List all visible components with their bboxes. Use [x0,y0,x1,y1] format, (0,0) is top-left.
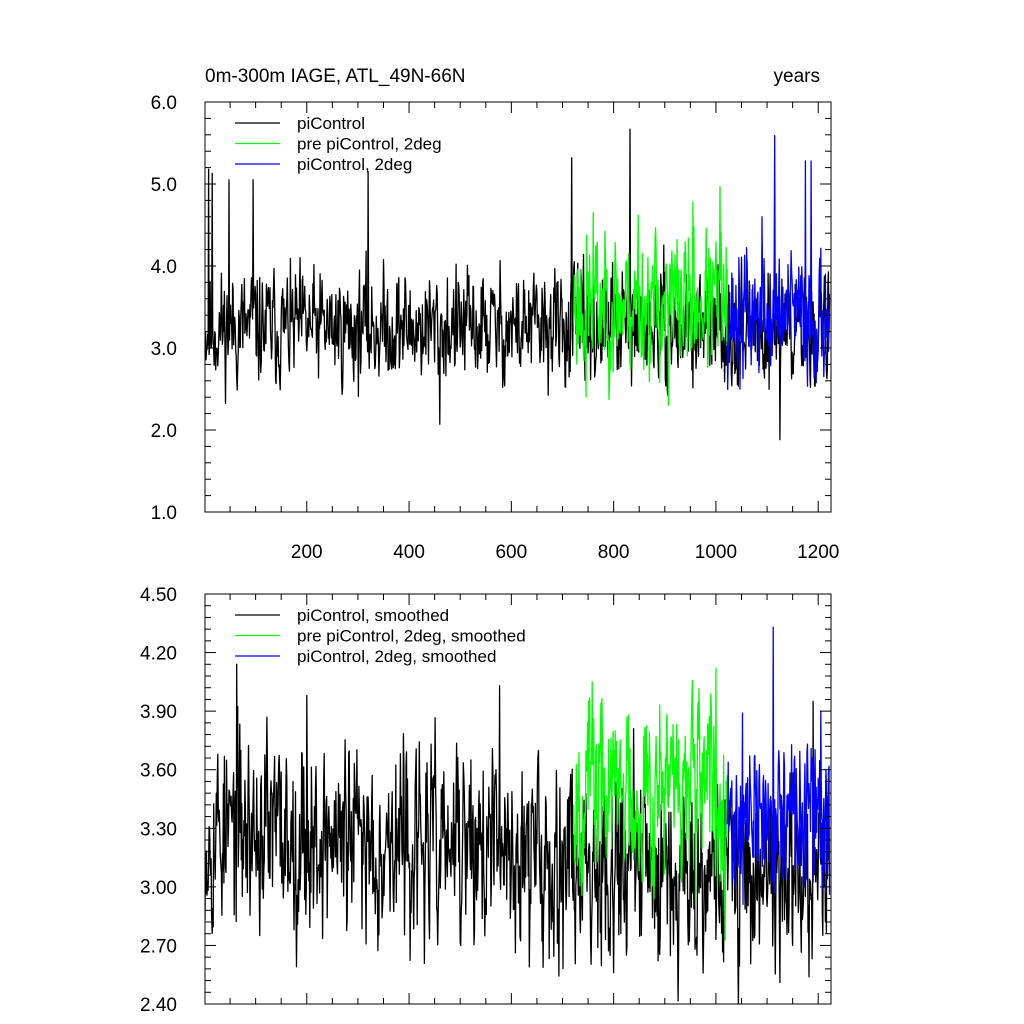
top-panel: 0m-300m IAGE, ATL_49N-66N years 1.0 2.0 3.… [151,66,840,563]
bottom-legend-label-1: piControl, smoothed [297,606,449,625]
top-title-right: years [774,66,820,87]
top-xtick-label: 800 [598,542,630,563]
bottom-ytick-label: 2.40 [140,995,177,1016]
bottom-plot-frame [204,593,832,1005]
top-xtick-label: 1200 [797,542,839,563]
top-series-line-1 [205,128,831,441]
top-title-left: 0m-300m IAGE, ATL_49N-66N [205,66,465,87]
bottom-series-line-3 [726,626,831,906]
bottom-ytick-label: 3.30 [140,819,177,840]
bottom-ytick-label: 3.90 [140,702,177,723]
top-ytick-label: 3.0 [151,339,177,360]
bottom-ytick-label: 2.70 [140,936,177,957]
top-xtick-label: 200 [291,542,323,563]
top-legend-label-3: piControl, 2deg [297,155,412,174]
top-ytick-label: 1.0 [151,503,177,524]
bottom-legend: piControl, smoothed pre piControl, 2deg, … [235,606,526,666]
bottom-ytick-label: 3.60 [140,761,177,782]
top-legend-label-2: pre piControl, 2deg [297,135,442,154]
top-series-line-2 [573,185,728,407]
top-ytick-label: 2.0 [151,421,177,442]
top-ytick-label: 4.0 [151,257,177,278]
top-xtick-label: 400 [393,542,425,563]
bottom-ytick-label: 4.20 [140,644,177,665]
top-ytick-label: 5.0 [151,175,177,196]
top-xtick-label: 600 [495,542,527,563]
bottom-ytick-label: 4.50 [140,585,177,606]
bottom-panel: 2.40 2.70 3.00 3.30 3.60 3.90 4.20 4.50 piContr… [140,585,832,1016]
top-ytick-label: 6.0 [151,93,177,114]
bottom-legend-label-2: pre piControl, 2deg, smoothed [297,627,526,646]
bottom-ytick-label: 3.00 [140,878,177,899]
top-series-line-3 [726,134,831,391]
top-plot-frame [204,101,832,513]
bottom-legend-label-3: piControl, 2deg, smoothed [297,647,496,666]
bottom-series-line-2 [573,667,728,941]
top-xtick-label: 1000 [695,542,737,563]
top-legend-label-1: piControl [297,114,365,133]
